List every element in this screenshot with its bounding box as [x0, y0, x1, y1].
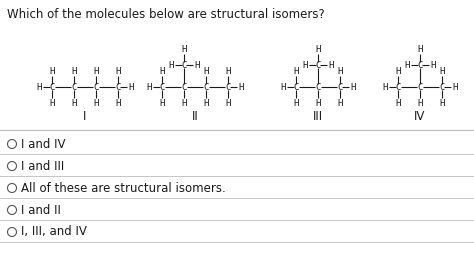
Text: C: C	[225, 83, 231, 92]
Text: C: C	[203, 83, 209, 92]
Text: H: H	[225, 67, 231, 76]
Text: H: H	[315, 99, 321, 108]
Text: C: C	[395, 83, 401, 92]
Text: H: H	[49, 67, 55, 76]
Text: H: H	[430, 60, 436, 69]
Text: H: H	[71, 99, 77, 108]
Text: H: H	[439, 67, 445, 76]
Text: H: H	[159, 67, 164, 76]
Text: H: H	[168, 60, 173, 69]
Text: C: C	[417, 60, 423, 69]
Text: H: H	[128, 83, 134, 92]
Text: H: H	[93, 67, 99, 76]
Text: I: I	[83, 111, 87, 123]
Text: H: H	[203, 99, 209, 108]
Text: C: C	[315, 83, 321, 92]
Text: H: H	[238, 83, 244, 92]
Text: C: C	[182, 83, 187, 92]
Text: H: H	[417, 45, 423, 53]
Text: I and IV: I and IV	[21, 137, 66, 151]
Text: II: II	[191, 111, 199, 123]
Text: H: H	[115, 99, 121, 108]
Text: H: H	[293, 99, 299, 108]
Text: H: H	[182, 99, 187, 108]
Text: C: C	[315, 60, 321, 69]
Text: H: H	[280, 83, 286, 92]
Text: C: C	[115, 83, 121, 92]
Text: C: C	[93, 83, 99, 92]
Text: I and III: I and III	[21, 160, 65, 172]
Text: I, III, and IV: I, III, and IV	[21, 225, 87, 239]
Text: C: C	[49, 83, 55, 92]
Text: H: H	[93, 99, 99, 108]
Text: All of these are structural isomers.: All of these are structural isomers.	[21, 181, 226, 195]
Text: H: H	[395, 67, 401, 76]
Text: C: C	[417, 83, 423, 92]
Text: C: C	[439, 83, 445, 92]
Text: H: H	[71, 67, 77, 76]
Text: H: H	[395, 99, 401, 108]
Text: C: C	[159, 83, 164, 92]
Text: C: C	[337, 83, 343, 92]
Text: H: H	[439, 99, 445, 108]
Text: H: H	[404, 60, 410, 69]
Text: H: H	[452, 83, 458, 92]
Text: H: H	[337, 67, 343, 76]
Text: H: H	[225, 99, 231, 108]
Text: H: H	[49, 99, 55, 108]
Text: H: H	[203, 67, 209, 76]
Text: H: H	[383, 83, 388, 92]
Text: H: H	[194, 60, 200, 69]
Text: H: H	[146, 83, 152, 92]
Text: H: H	[293, 67, 299, 76]
Text: H: H	[302, 60, 308, 69]
Text: Which of the molecules below are structural isomers?: Which of the molecules below are structu…	[7, 8, 325, 21]
Text: H: H	[36, 83, 42, 92]
Text: H: H	[328, 60, 334, 69]
Text: I and II: I and II	[21, 204, 61, 216]
Text: III: III	[313, 111, 323, 123]
Text: H: H	[182, 45, 187, 53]
Text: H: H	[115, 67, 121, 76]
Text: C: C	[293, 83, 299, 92]
Text: H: H	[350, 83, 356, 92]
Text: IV: IV	[414, 111, 426, 123]
Text: C: C	[71, 83, 77, 92]
Text: H: H	[337, 99, 343, 108]
Text: C: C	[182, 60, 187, 69]
Text: H: H	[417, 99, 423, 108]
Text: H: H	[315, 45, 321, 53]
Text: H: H	[159, 99, 164, 108]
